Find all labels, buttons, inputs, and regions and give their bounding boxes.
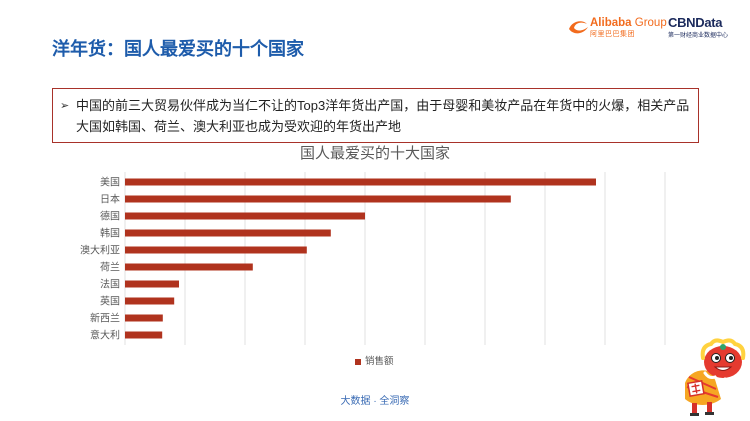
page-title: 洋年货：国人最爱买的十个国家 [52, 39, 304, 59]
legend-swatch [355, 359, 361, 365]
category-label: 法国 [100, 278, 120, 291]
chart-bar [125, 280, 179, 288]
chart-bar [125, 331, 163, 339]
footer-tagline: 大数据 · 全洞察 [340, 396, 410, 407]
chart-bar [125, 195, 511, 203]
bullet-arrow-icon: ➢ [60, 100, 70, 112]
chart-bar [125, 314, 163, 322]
chart-legend: 销售额 [355, 356, 415, 368]
group-word: Group [634, 17, 667, 29]
alibaba-logo: Alibaba Group 阿里巴巴集团 [567, 16, 667, 42]
legend-label: 销售额 [365, 356, 394, 367]
category-label: 荷兰 [100, 261, 120, 274]
alibaba-cn-name: 阿里巴巴集团 [590, 31, 635, 38]
cbndata-cn-name: 第一财经商业数据中心 [668, 33, 729, 39]
category-label: 新西兰 [90, 312, 120, 325]
category-label: 德国 [100, 210, 120, 223]
category-label: 韩国 [100, 227, 120, 240]
alibaba-word: Alibaba [590, 17, 632, 29]
lion-head [700, 338, 746, 383]
alibaba-wordmark: Alibaba Group [590, 16, 667, 30]
chart-bar [125, 297, 175, 305]
summary-text: 中国的前三大贸易伙伴成为当仁不让的Top3洋年货出产国，由于母婴和美妆产品在年货… [76, 98, 690, 134]
category-label: 美国 [100, 176, 120, 189]
alibaba-smile-icon [569, 21, 588, 34]
lion-body [685, 370, 721, 416]
chart-bar [125, 263, 253, 271]
lion-dance-mascot [685, 338, 746, 416]
cbndata-logo: CBNData 第一财经商业数据中心 [668, 15, 740, 41]
category-label: 澳大利亚 [80, 244, 120, 257]
category-label: 英国 [100, 295, 120, 308]
category-label: 意大利 [90, 329, 120, 342]
summary-box: ➢ 中国的前三大贸易伙伴成为当仁不让的Top3洋年货出产国，由于母婴和美妆产品在… [52, 88, 699, 143]
chart-bar [125, 178, 596, 186]
cbndata-wordmark: CBNData [668, 15, 723, 30]
chart-bar [125, 229, 331, 237]
chart-title: 国人最爱买的十大国家 [299, 145, 450, 162]
chart-bar [125, 246, 307, 254]
chart-bar [125, 212, 365, 220]
category-label: 日本 [100, 193, 120, 206]
